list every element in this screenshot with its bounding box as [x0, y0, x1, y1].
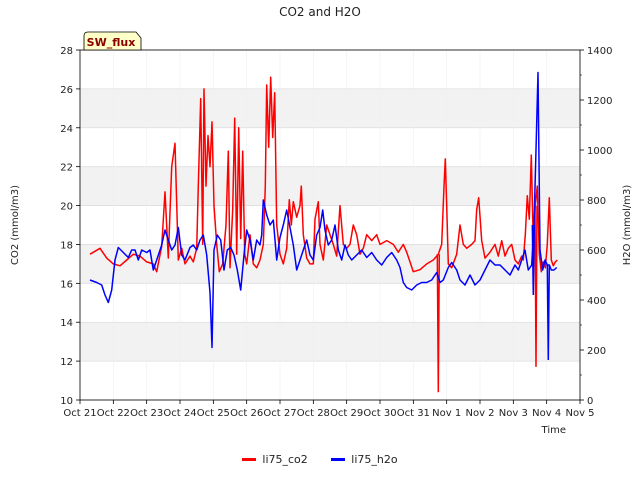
x-tick-label: Oct 31: [397, 408, 430, 419]
series-layer: [89, 71, 558, 393]
x-axis-label: Time: [541, 425, 566, 436]
legend-label-h2o: li75_h2o: [351, 452, 398, 466]
y2-tick-label: 1200: [587, 96, 612, 107]
y-axis-label: CO2 (mmol/m3): [10, 185, 21, 265]
x-tick-label: Nov 3: [499, 408, 528, 419]
chart-title: CO2 and H2O: [279, 5, 361, 19]
y-tick-label: 12: [60, 357, 73, 368]
annotation-label: SW_flux: [87, 36, 136, 49]
y-tick-label: 16: [60, 279, 73, 290]
x-tick-label: Oct 24: [163, 408, 196, 419]
y-tick-label: 24: [60, 124, 73, 135]
x-tick-label: Oct 23: [130, 408, 163, 419]
legend-item-co2: li75_co2: [242, 452, 308, 466]
series-spike-li75_h2o: [546, 264, 551, 361]
legend: li75_co2 li75_h2o: [0, 452, 640, 466]
series-spike-li75_co2: [534, 205, 538, 367]
x-tick-label: Oct 25: [197, 408, 230, 419]
y2-tick-label: 800: [587, 196, 606, 207]
x-tick-label: Nov 1: [432, 408, 461, 419]
x-tick-label: Oct 29: [330, 408, 363, 419]
y2-tick-label: 600: [587, 246, 606, 257]
y-axis-left: 10 12 14 16 18 20 22 24 26 28: [60, 46, 80, 407]
series-line-li75_co2: [89, 76, 558, 273]
x-tick-label: Oct 28: [297, 408, 330, 419]
x-tick-label: Oct 26: [230, 408, 263, 419]
legend-item-h2o: li75_h2o: [331, 452, 398, 466]
x-tick-label: Nov 4: [532, 408, 561, 419]
x-tick-label: Oct 30: [363, 408, 396, 419]
y-tick-label: 26: [60, 85, 73, 96]
background-band: [80, 166, 580, 206]
y-tick-label: 22: [60, 163, 73, 174]
y2-tick-label: 400: [587, 296, 606, 307]
x-tick-label: Oct 21: [63, 408, 96, 419]
x-tick-label: Nov 5: [565, 408, 594, 419]
x-tick-label: Oct 27: [263, 408, 296, 419]
y-tick-label: 10: [60, 396, 73, 407]
series-spike-li75_h2o: [531, 224, 536, 296]
x-axis: Oct 21 Oct 22 Oct 23 Oct 24 Oct 25 Oct 26 Oct …: [63, 400, 595, 419]
background-band: [80, 88, 580, 128]
legend-swatch-h2o: [331, 458, 346, 461]
series-line-li75_h2o: [89, 71, 558, 349]
annotation-box: SW_flux: [83, 31, 142, 51]
y-tick-label: 14: [60, 318, 73, 329]
x-tick-label: Nov 2: [465, 408, 494, 419]
series-spike-li75_co2: [436, 254, 441, 393]
y2-tick-label: 200: [587, 346, 606, 357]
background-band: [80, 322, 580, 362]
y2-tick-label: 0: [587, 396, 593, 407]
y-tick-label: 28: [60, 46, 73, 57]
y-tick-label: 20: [60, 202, 73, 213]
y-axis-right: 0 200 400 600 800 1000 1200 1400: [580, 46, 612, 407]
y2-tick-label: 1400: [587, 46, 612, 57]
legend-swatch-co2: [242, 458, 257, 461]
legend-label-co2: li75_co2: [262, 452, 308, 466]
y2-axis-label: H2O (mmol/m3): [622, 185, 633, 266]
x-tick-label: Oct 22: [97, 408, 130, 419]
y2-tick-label: 1000: [587, 146, 612, 157]
y-tick-label: 18: [60, 240, 73, 251]
background-bands: [80, 88, 580, 362]
